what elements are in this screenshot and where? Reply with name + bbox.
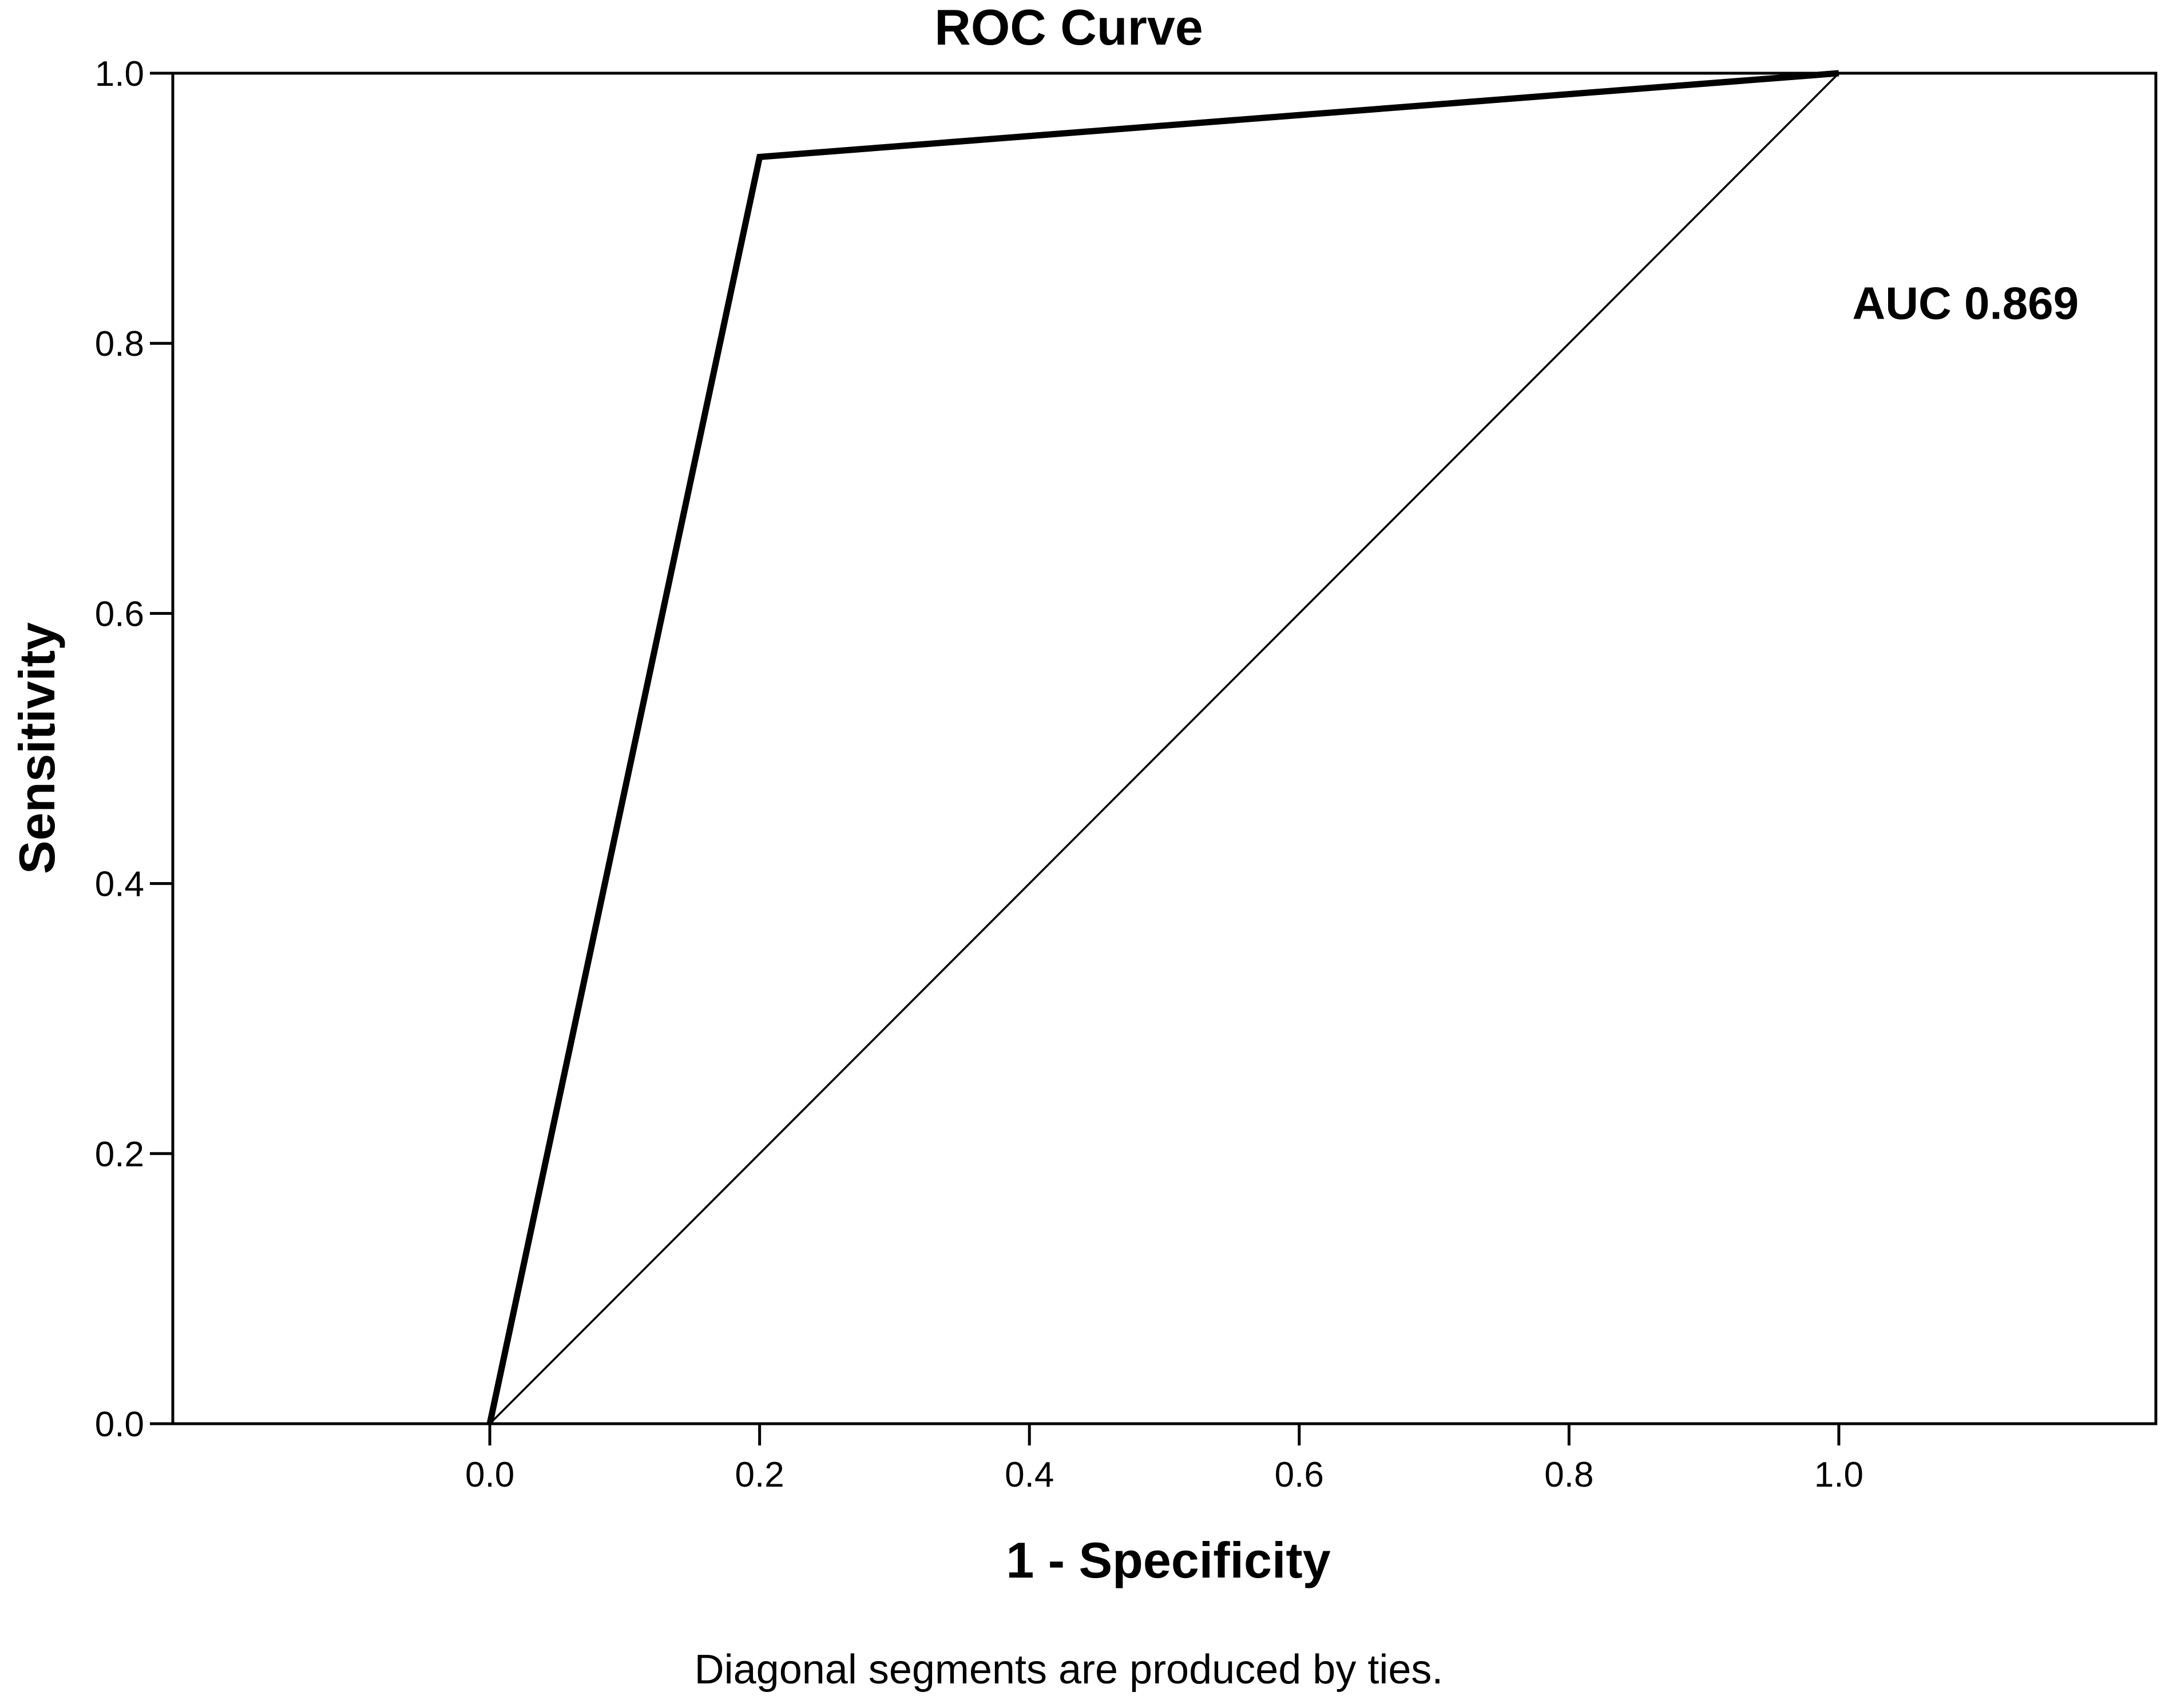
y-axis-label: Sensitivity <box>9 622 65 874</box>
x-tick-label: 0.2 <box>735 1455 784 1495</box>
x-tick-label: 0.0 <box>465 1455 514 1495</box>
chart-title: ROC Curve <box>934 0 1203 55</box>
plot-area-frame <box>171 72 2158 1425</box>
y-tick-label: 0.6 <box>95 594 144 634</box>
footnote: Diagonal segments are produced by ties. <box>695 1647 1444 1693</box>
y-tick-label: 0.8 <box>95 324 144 364</box>
series-layer <box>486 70 1840 1425</box>
y-tick-label: 0.2 <box>95 1135 144 1174</box>
x-tick-label: 1.0 <box>1814 1455 1863 1495</box>
x-tick-label: 0.6 <box>1275 1455 1324 1495</box>
x-tick-label: 0.8 <box>1544 1455 1593 1495</box>
x-axis-label: 1 - Specificity <box>1006 1532 1330 1588</box>
roc-curve-line <box>486 70 1839 1425</box>
y-tick-label: 0.4 <box>95 865 144 904</box>
y-axis: 0.0 0.2 0.4 0.6 0.8 1.0 <box>95 54 173 1444</box>
reference-diagonal-line <box>489 72 1840 1425</box>
auc-annotation: AUC 0.869 <box>1852 277 2079 328</box>
x-axis: 0.0 0.2 0.4 0.6 0.8 1.0 <box>465 1424 1863 1495</box>
y-tick-label: 1.0 <box>95 54 144 94</box>
y-tick-label: 0.0 <box>95 1405 144 1444</box>
x-tick-label: 0.4 <box>1005 1455 1054 1495</box>
